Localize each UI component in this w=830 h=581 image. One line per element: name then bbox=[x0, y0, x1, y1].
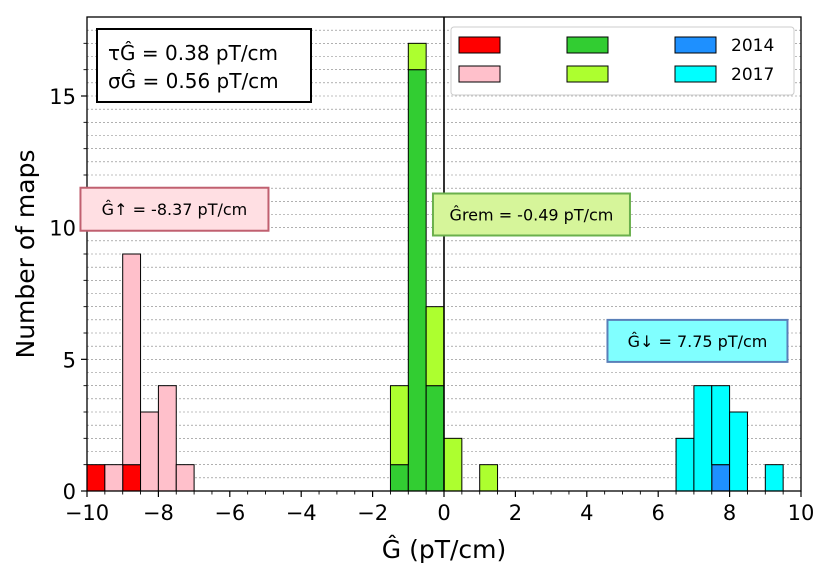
histogram-bar bbox=[122, 253, 142, 466]
histogram-bar bbox=[675, 437, 695, 492]
histogram-bar bbox=[86, 464, 106, 492]
legend-swatch-yellowgreen bbox=[566, 65, 609, 83]
histogram-bar bbox=[693, 385, 713, 492]
x-tick-label: 4 bbox=[580, 501, 593, 525]
annotation-up-text: Ĝ↑ = -8.37 pT/cm bbox=[102, 200, 248, 219]
histogram-bar bbox=[407, 69, 427, 492]
annotation-down-text: Ĝ↓ = 7.75 pT/cm bbox=[628, 332, 768, 351]
x-tick-label: 8 bbox=[723, 501, 736, 525]
x-tick-label: −10 bbox=[65, 501, 109, 525]
annotation-rem-text: Ĝrem = -0.49 pT/cm bbox=[450, 206, 614, 225]
legend: 2014 2017 bbox=[450, 26, 795, 96]
histogram-bar bbox=[711, 385, 731, 466]
legend-swatch-red bbox=[458, 36, 501, 54]
x-tick-label: 0 bbox=[437, 501, 450, 525]
x-tick-label: −6 bbox=[214, 501, 245, 525]
histogram-bar bbox=[140, 411, 159, 492]
histogram-bar bbox=[175, 464, 195, 492]
y-tick-label: 10 bbox=[49, 217, 76, 241]
histogram-bars bbox=[86, 42, 784, 492]
histogram-bar bbox=[729, 411, 748, 492]
legend-swatch-2014 bbox=[674, 36, 717, 54]
y-tick-label: 5 bbox=[63, 348, 76, 372]
histogram-bar bbox=[122, 464, 142, 492]
x-tick-label: 6 bbox=[652, 501, 665, 525]
x-tick-label: −2 bbox=[357, 501, 388, 525]
legend-label-2017: 2017 bbox=[731, 65, 774, 85]
histogram-bar bbox=[389, 464, 409, 492]
x-tick-label: 10 bbox=[788, 501, 815, 525]
histogram-bar bbox=[425, 306, 445, 387]
histogram-bar bbox=[479, 464, 499, 492]
histogram-bar bbox=[443, 437, 463, 492]
x-axis-title: Ĝ (pT/cm) bbox=[382, 534, 507, 564]
x-tick-label: 2 bbox=[509, 501, 522, 525]
x-tick-label: −8 bbox=[143, 501, 174, 525]
annotation-down-box bbox=[606, 318, 789, 363]
stats-sigma-line: σĜ = 0.56 pT/cm bbox=[108, 69, 279, 93]
annotations: Ĝ↑ = -8.37 pT/cm Ĝrem = -0.49 pT/cm Ĝ↓ =… bbox=[79, 186, 789, 363]
axis-ticks: −10 −8 −6 −4 −2 0 2 4 6 8 10 0 5 10 15 bbox=[49, 42, 815, 525]
histogram-bar bbox=[104, 464, 124, 492]
y-tick-label: 15 bbox=[49, 85, 76, 109]
legend-label-2014: 2014 bbox=[731, 36, 774, 56]
stats-box: τĜ = 0.38 pT/cm σĜ = 0.56 pT/cm bbox=[96, 28, 312, 103]
y-axis-title: Number of maps bbox=[11, 150, 40, 359]
stats-tau-line: τĜ = 0.38 pT/cm bbox=[108, 41, 278, 65]
histogram-bar bbox=[389, 385, 409, 466]
histogram-bar bbox=[425, 385, 445, 492]
stats-box-frame bbox=[96, 28, 312, 103]
legend-swatch-green bbox=[566, 36, 609, 54]
histogram-bar bbox=[764, 464, 784, 492]
y-tick-label: 0 bbox=[63, 480, 76, 504]
annotation-up-box bbox=[79, 186, 270, 232]
annotation-rem-box bbox=[431, 192, 631, 237]
histogram-bar bbox=[407, 42, 427, 71]
legend-swatch-2017 bbox=[674, 65, 717, 83]
histogram-bar bbox=[157, 385, 177, 492]
legend-swatch-pink bbox=[458, 65, 501, 83]
x-tick-label: −4 bbox=[286, 501, 317, 525]
histogram-bar bbox=[711, 464, 731, 492]
